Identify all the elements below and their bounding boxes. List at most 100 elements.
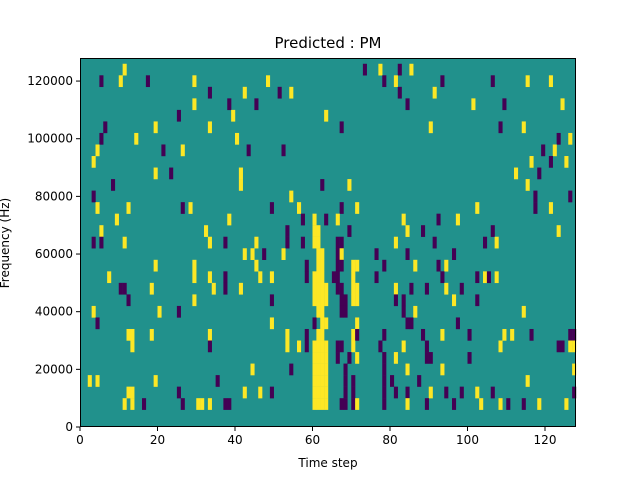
heatmap-cell bbox=[312, 236, 317, 249]
heatmap-cell bbox=[130, 328, 135, 341]
heatmap-cell bbox=[207, 271, 212, 284]
heatmap-cell bbox=[316, 386, 321, 399]
heatmap-cell bbox=[207, 121, 212, 134]
heatmap-cell bbox=[424, 352, 429, 364]
heatmap-cell bbox=[452, 294, 457, 307]
heatmap-cell bbox=[316, 282, 321, 295]
heatmap-cell bbox=[335, 248, 340, 260]
heatmap-cell bbox=[304, 271, 309, 284]
heatmap-cell bbox=[432, 236, 437, 249]
heatmap-cell bbox=[440, 75, 445, 88]
heatmap-cell bbox=[312, 398, 317, 410]
heatmap-cell bbox=[552, 144, 557, 157]
heatmap-cell bbox=[99, 75, 104, 88]
heatmap-cell bbox=[320, 259, 325, 272]
heatmap-cell bbox=[324, 109, 329, 122]
heatmap-cell bbox=[339, 282, 344, 295]
heatmap-cell bbox=[242, 386, 247, 399]
heatmap-cell bbox=[281, 248, 286, 260]
heatmap-cell bbox=[428, 121, 433, 134]
heatmap-cell bbox=[382, 398, 387, 410]
heatmap-cell bbox=[405, 317, 410, 330]
heatmap-cell bbox=[533, 202, 538, 214]
heatmap-cell bbox=[320, 305, 325, 318]
x-tick-label: 60 bbox=[305, 433, 320, 447]
heatmap-cell bbox=[343, 305, 348, 318]
x-tick-label: 40 bbox=[227, 433, 242, 447]
heatmap-cell bbox=[238, 179, 243, 191]
heatmap-cell bbox=[355, 202, 360, 214]
heatmap-cell bbox=[339, 202, 344, 214]
heatmap-cell bbox=[335, 340, 340, 353]
heatmap-cell bbox=[304, 259, 309, 272]
heatmap-cell bbox=[103, 121, 108, 134]
heatmap-cell bbox=[134, 132, 139, 145]
heatmap-cell bbox=[498, 398, 503, 410]
heatmap-cell bbox=[188, 202, 193, 214]
heatmap-cell bbox=[382, 75, 387, 88]
heatmap-cell bbox=[424, 282, 429, 295]
heatmap-cell bbox=[196, 398, 201, 410]
heatmap-cell bbox=[149, 282, 154, 295]
heatmap-cell bbox=[289, 190, 294, 203]
heatmap-cell bbox=[169, 167, 174, 180]
heatmap-cell bbox=[324, 213, 329, 226]
heatmap-cell bbox=[428, 352, 433, 364]
heatmap-cell bbox=[153, 167, 158, 180]
heatmap-cell bbox=[320, 271, 325, 284]
heatmap-cell bbox=[126, 386, 131, 399]
heatmap-cell bbox=[339, 121, 344, 134]
heatmap-cell bbox=[436, 213, 441, 226]
y-tick-label: 80000 bbox=[35, 189, 73, 203]
heatmap-cell bbox=[525, 75, 530, 88]
heatmap-cell bbox=[378, 63, 383, 76]
heatmap-cell bbox=[572, 386, 577, 399]
heatmap-cell bbox=[335, 282, 340, 295]
heatmap-cell bbox=[521, 398, 526, 410]
heatmap-cell bbox=[111, 179, 116, 191]
heatmap-cell bbox=[378, 340, 383, 353]
heatmap-cell bbox=[498, 340, 503, 353]
heatmap-cell bbox=[320, 179, 325, 191]
heatmap-cell bbox=[339, 398, 344, 410]
heatmap-cell bbox=[405, 398, 410, 410]
heatmap-cell bbox=[494, 236, 499, 249]
heatmap-cell bbox=[343, 386, 348, 399]
heatmap-cell bbox=[285, 225, 290, 237]
heatmap-cell bbox=[269, 271, 274, 284]
heatmap-cell bbox=[269, 386, 274, 399]
heatmap-cell bbox=[440, 328, 445, 341]
heatmap-cell bbox=[250, 248, 255, 260]
heatmap-cell bbox=[483, 271, 488, 284]
heatmap-cell bbox=[556, 340, 561, 353]
heatmap-cell bbox=[564, 156, 569, 168]
heatmap-cell bbox=[393, 386, 398, 399]
heatmap-cell bbox=[242, 86, 247, 99]
heatmap-cell bbox=[475, 271, 480, 284]
heatmap-cell bbox=[118, 75, 123, 88]
heatmap-cell bbox=[227, 98, 232, 111]
heatmap-cell bbox=[413, 259, 418, 272]
heatmap-cell bbox=[335, 213, 340, 226]
heatmap-cell bbox=[351, 386, 356, 399]
heatmap-cell bbox=[324, 398, 329, 410]
heatmap-cell bbox=[525, 179, 530, 191]
heatmap-cell bbox=[153, 375, 158, 387]
heatmap-cell bbox=[122, 282, 127, 295]
heatmap-cell bbox=[266, 75, 271, 88]
heatmap-cell bbox=[176, 386, 181, 399]
heatmap-cell bbox=[157, 305, 162, 318]
heatmap-cell bbox=[467, 352, 472, 364]
heatmap-cell bbox=[320, 317, 325, 330]
heatmap-cell bbox=[490, 225, 495, 237]
heatmap-cell bbox=[122, 236, 127, 249]
heatmap-cell bbox=[312, 271, 317, 284]
heatmap-cell bbox=[130, 386, 135, 399]
heatmap-cell bbox=[320, 282, 325, 295]
y-tick-label: 100000 bbox=[27, 132, 73, 146]
heatmap-cell bbox=[262, 248, 267, 260]
heatmap-cell bbox=[351, 271, 356, 284]
heatmap-cell bbox=[548, 156, 553, 168]
heatmap-cell bbox=[413, 305, 418, 318]
heatmap-cell bbox=[312, 317, 317, 330]
